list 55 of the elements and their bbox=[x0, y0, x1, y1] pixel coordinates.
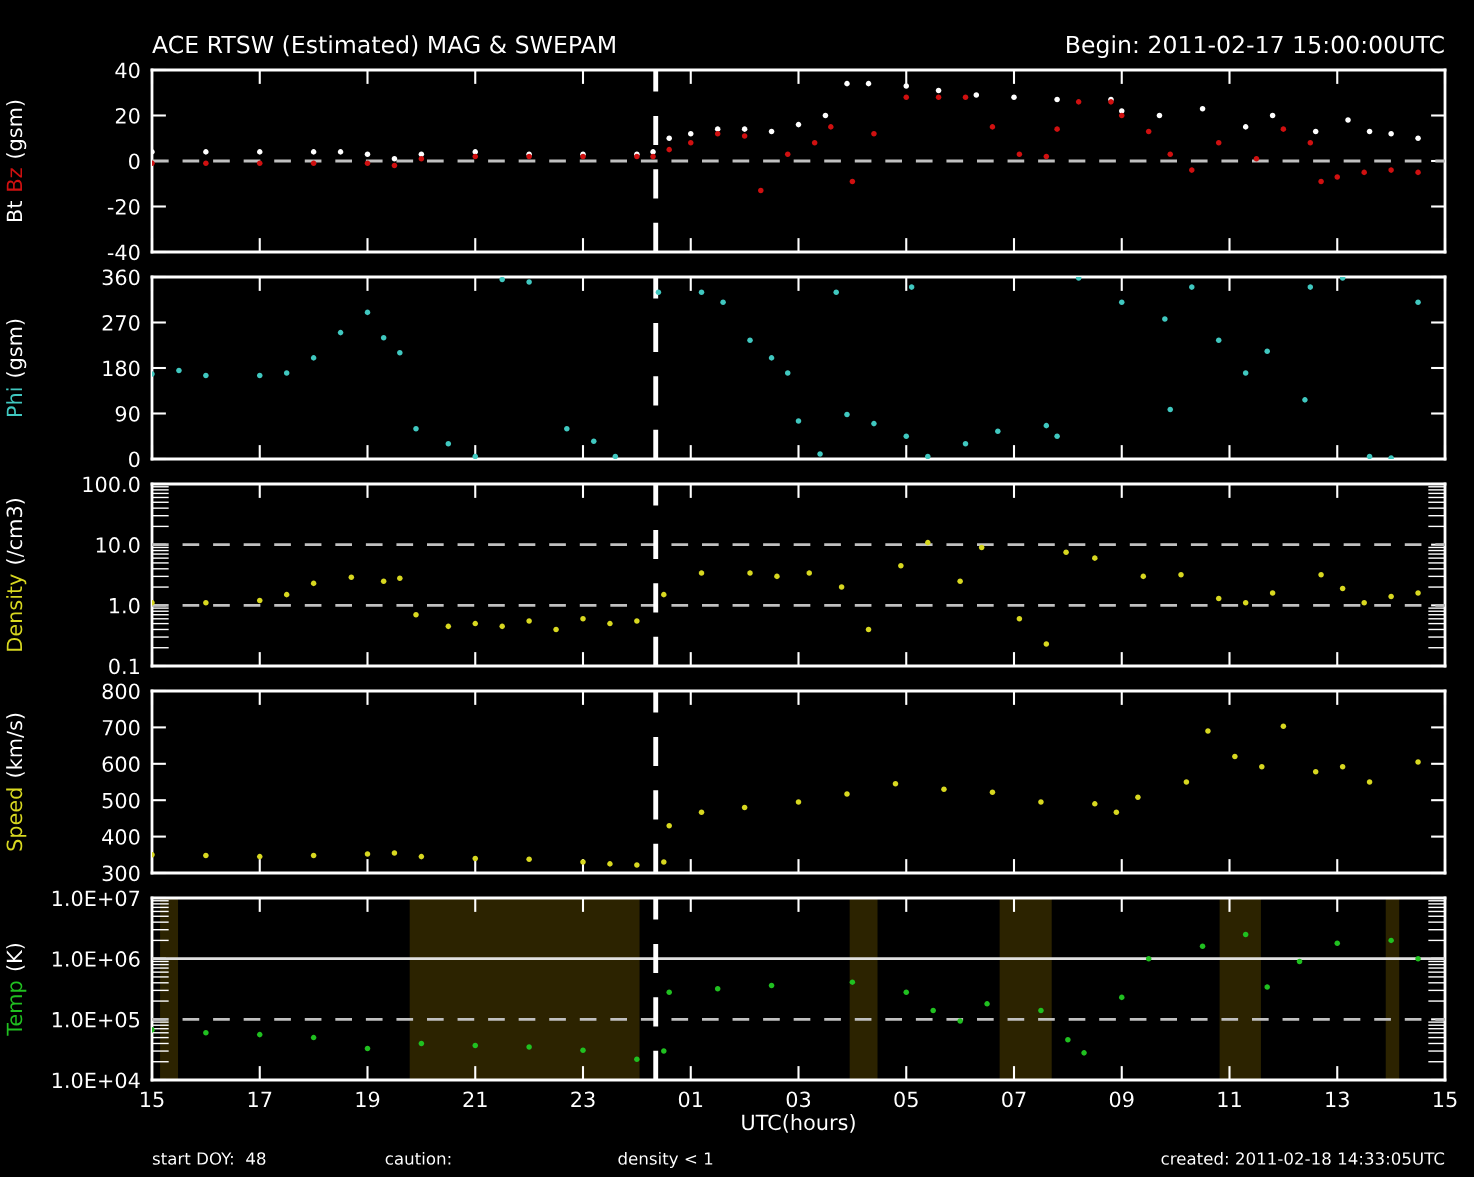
chart-subtitle: Begin: 2011-02-17 15:00:00UTC bbox=[1067, 35, 1444, 58]
chart-title: ACE RTSW (Estimated) MAG & SWEPAM bbox=[152, 35, 615, 57]
text: Density bbox=[6, 574, 27, 651]
text: created: 2011-02-18 14:33:05UTC bbox=[1161, 1151, 1445, 1165]
y-tick-label: 1.0E+07 bbox=[52, 890, 140, 907]
x-tick-label: 19 bbox=[356, 1091, 380, 1108]
y-tick-label: 1.0E+05 bbox=[52, 1011, 140, 1028]
y-axis-title: (gsm) bbox=[6, 319, 27, 377]
x-tick-label: 01 bbox=[678, 1091, 703, 1108]
y-tick-label: 0.1 bbox=[109, 658, 139, 675]
x-tick-label: 13 bbox=[1326, 1091, 1349, 1108]
y-tick-label: 300 bbox=[102, 865, 140, 882]
y-tick-label: 90 bbox=[115, 405, 140, 422]
y-tick-label: 700 bbox=[102, 719, 140, 736]
text: start DOY: 48 bbox=[152, 1152, 266, 1165]
x-tick-label: 21 bbox=[463, 1091, 487, 1107]
y-tick-label: 270 bbox=[102, 314, 140, 331]
y-tick-label: 1.0 bbox=[110, 597, 140, 614]
x-tick-label: 23 bbox=[571, 1091, 595, 1108]
y-tick-label: 100.0 bbox=[83, 476, 140, 493]
x-tick-label: 15 bbox=[1434, 1091, 1457, 1108]
y-tick-label: 20 bbox=[115, 107, 140, 124]
y-tick-label: -20 bbox=[107, 198, 140, 215]
y-axis-title: (gsm) bbox=[6, 100, 27, 158]
y-tick-label: 500 bbox=[102, 792, 140, 809]
text: caution: bbox=[385, 1151, 451, 1165]
y-tick-label: 1.0E+04 bbox=[52, 1072, 140, 1089]
text: Speed bbox=[6, 788, 27, 851]
y-axis-title: (K) bbox=[6, 943, 25, 971]
x-tick-label: 05 bbox=[894, 1091, 918, 1108]
y-tick-label: 800 bbox=[102, 683, 140, 700]
text: Bz bbox=[6, 168, 22, 191]
x-axis-title: UTC(hours) bbox=[742, 1114, 855, 1133]
text: Temp bbox=[6, 981, 27, 1036]
x-tick-label: 17 bbox=[248, 1091, 272, 1107]
y-tick-label: 0 bbox=[129, 451, 140, 468]
y-tick-label: -40 bbox=[107, 244, 140, 261]
x-tick-label: 15 bbox=[141, 1091, 164, 1108]
y-tick-label: 10.0 bbox=[96, 537, 140, 553]
x-tick-label: 11 bbox=[1218, 1091, 1241, 1107]
text: Phi bbox=[6, 388, 22, 417]
y-axis-title: (/cm3) bbox=[6, 499, 25, 564]
text: Bt bbox=[6, 201, 22, 222]
x-tick-label: 03 bbox=[786, 1091, 811, 1108]
text: density < 1 bbox=[618, 1151, 713, 1169]
y-tick-label: 360 bbox=[102, 269, 140, 286]
x-tick-label: 07 bbox=[1002, 1091, 1026, 1108]
y-axis-title: (km/s) bbox=[6, 713, 25, 777]
y-tick-label: 0 bbox=[129, 153, 140, 170]
y-tick-label: 180 bbox=[103, 360, 140, 377]
y-tick-label: 40 bbox=[115, 62, 140, 79]
y-tick-label: 400 bbox=[102, 829, 140, 845]
y-tick-label: 1.0E+06 bbox=[52, 951, 140, 967]
x-tick-label: 09 bbox=[1109, 1091, 1134, 1108]
y-tick-label: 600 bbox=[102, 756, 140, 773]
